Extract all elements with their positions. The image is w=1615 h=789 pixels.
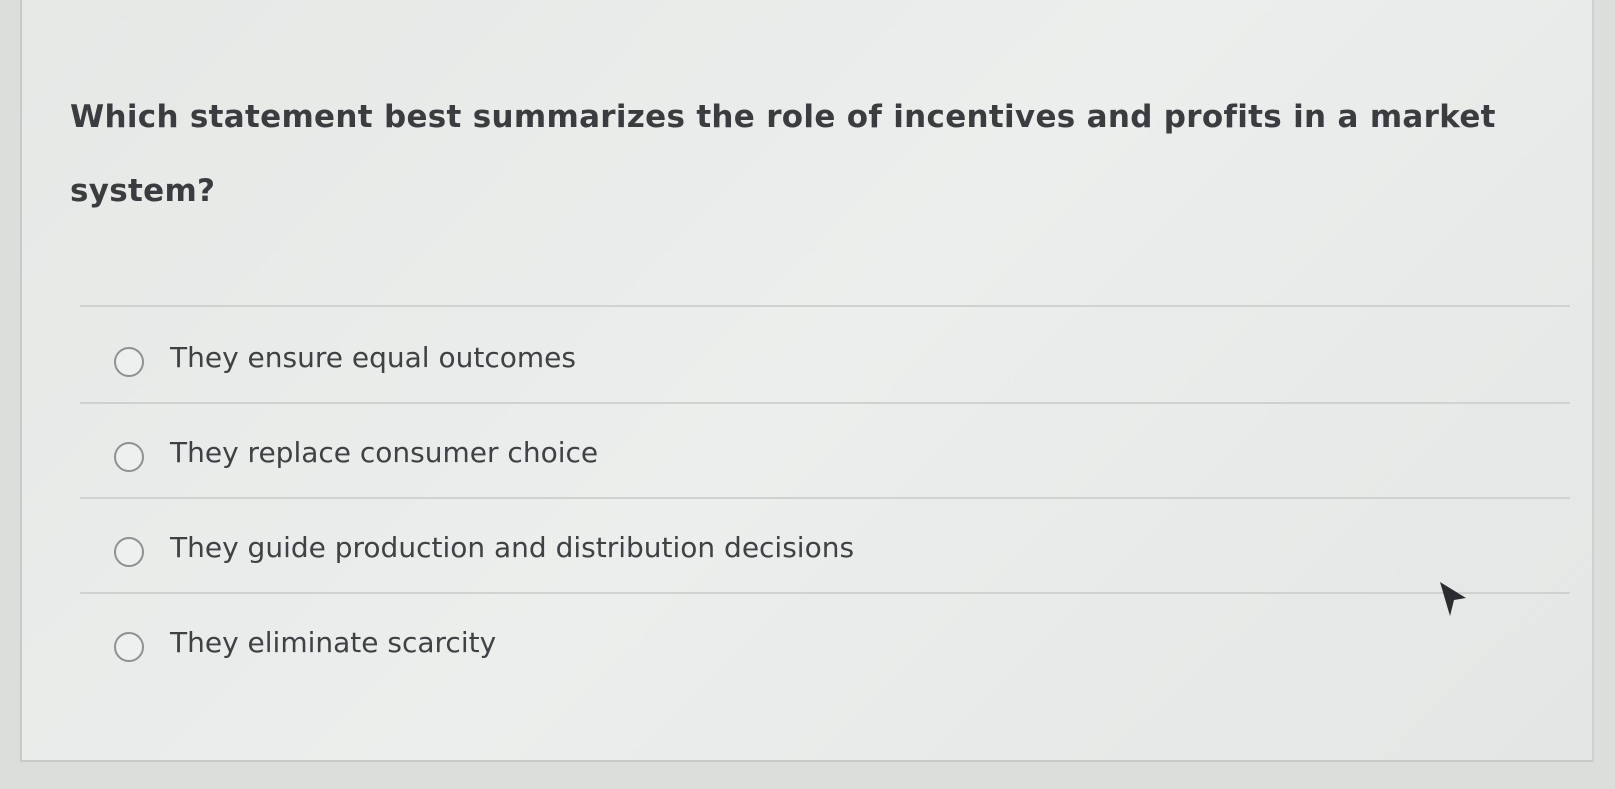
question-text: Which statement best summarizes the role…: [70, 99, 1496, 209]
option-label: They replace consumer choice: [170, 436, 599, 469]
radio-button[interactable]: [114, 537, 144, 567]
divider: [80, 592, 1570, 594]
radio-button[interactable]: [114, 442, 144, 472]
mouse-cursor-icon: [1440, 582, 1466, 616]
radio-button[interactable]: [114, 632, 144, 662]
divider: [80, 305, 1570, 307]
radio-button[interactable]: [114, 347, 144, 377]
option-label: They guide production and distribution d…: [170, 531, 855, 564]
option-label: They eliminate scarcity: [170, 626, 497, 659]
option-4[interactable]: They eliminate scarcity: [82, 600, 1562, 690]
option-2[interactable]: They replace consumer choice: [82, 410, 1562, 500]
divider: [80, 497, 1570, 499]
option-3[interactable]: They guide production and distribution d…: [82, 505, 1562, 595]
option-label: They ensure equal outcomes: [170, 341, 576, 374]
divider: [80, 402, 1570, 404]
option-1[interactable]: They ensure equal outcomes: [82, 315, 1562, 405]
question-card: Which statement best summarizes the role…: [20, 0, 1594, 762]
